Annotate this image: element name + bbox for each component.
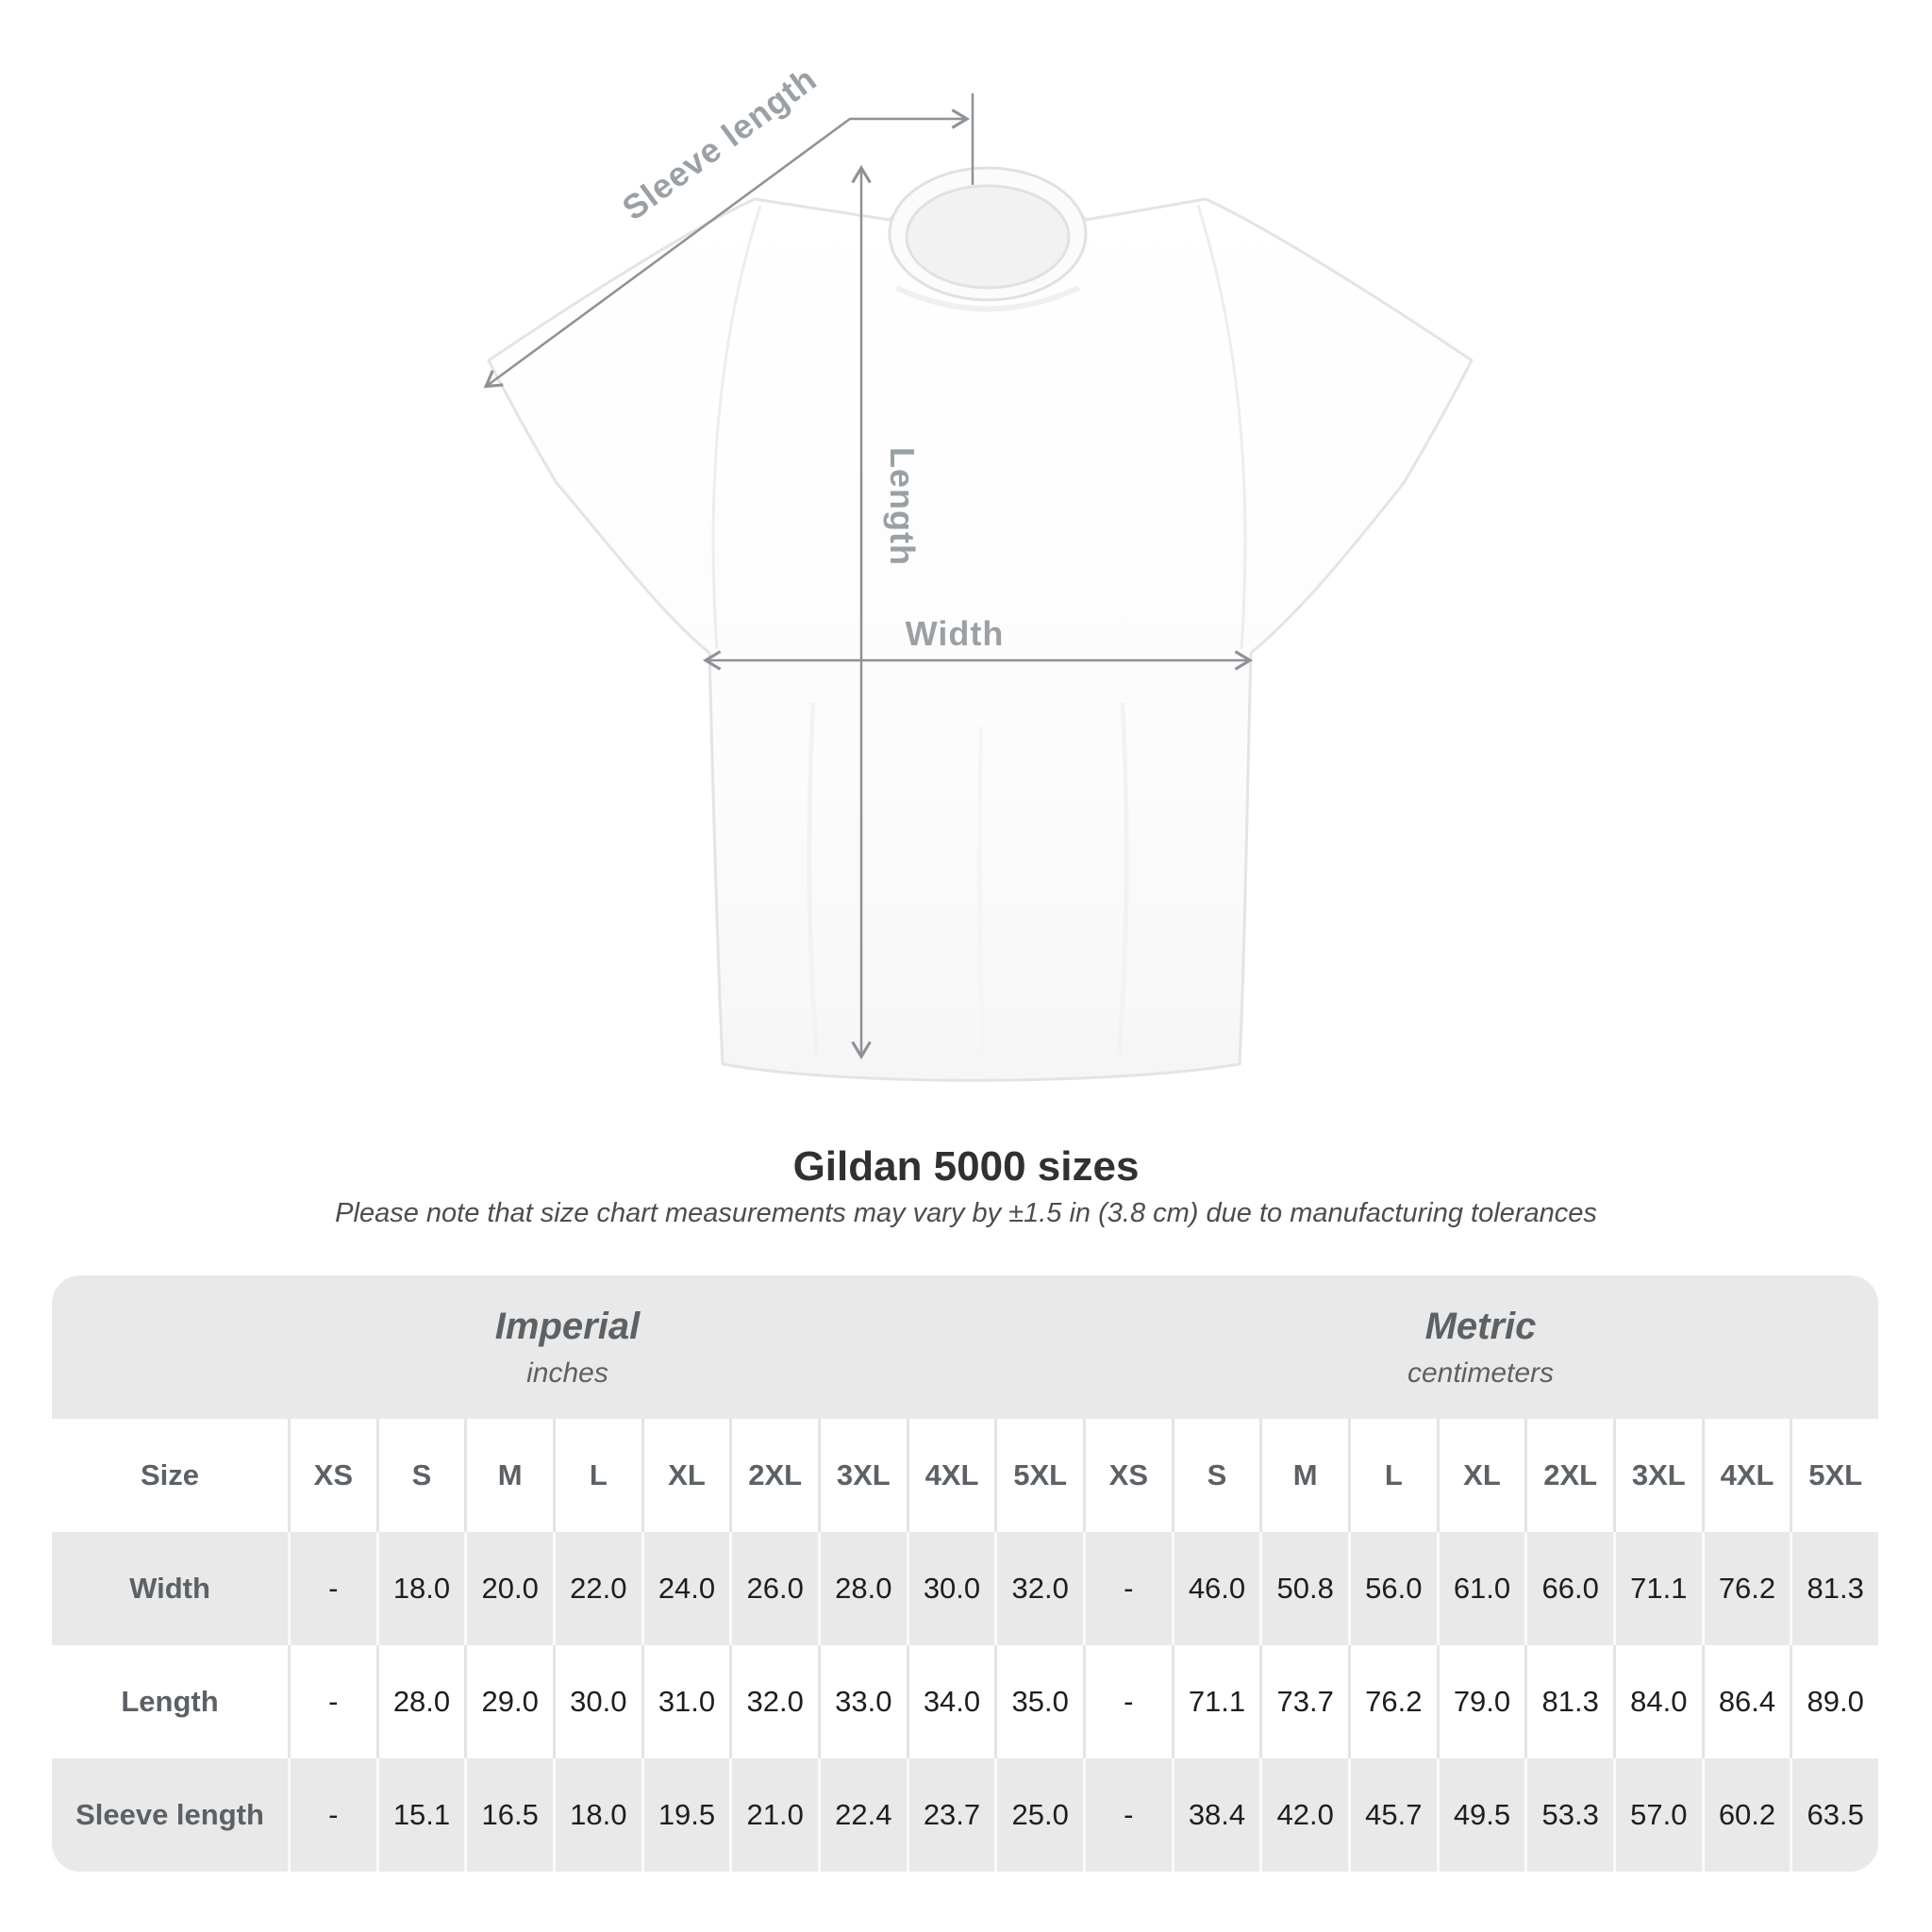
size-header-imperial: XS (288, 1419, 376, 1532)
data-cell-imperial: 30.0 (906, 1532, 995, 1645)
size-header-imperial: 3XL (817, 1419, 907, 1532)
imperial-group-header: Imperial inches (52, 1275, 1083, 1419)
data-cell-imperial: - (288, 1532, 376, 1645)
metric-unit: centimeters (1407, 1357, 1555, 1389)
metric-title: Metric (1424, 1305, 1537, 1347)
data-cell-metric: - (1082, 1758, 1172, 1872)
tshirt-diagram: Sleeve length Length Width (483, 59, 1474, 1082)
data-cell-imperial: 18.0 (375, 1532, 465, 1645)
data-cell-metric: 73.7 (1259, 1645, 1348, 1758)
size-header-imperial: 5XL (994, 1419, 1083, 1532)
size-header-imperial: 4XL (906, 1419, 995, 1532)
data-cell-metric: 66.0 (1524, 1532, 1613, 1645)
data-cell-imperial: 20.0 (464, 1532, 553, 1645)
data-cell-imperial: 35.0 (994, 1645, 1083, 1758)
data-cell-imperial: 30.0 (552, 1645, 641, 1758)
data-cell-metric: 71.1 (1171, 1645, 1260, 1758)
size-header-metric: L (1347, 1419, 1437, 1532)
data-cell-metric: 50.8 (1259, 1532, 1348, 1645)
data-cell-imperial: 28.0 (375, 1645, 465, 1758)
data-cell-metric: 61.0 (1436, 1532, 1525, 1645)
data-cell-imperial: 22.0 (552, 1532, 641, 1645)
size-header-imperial: XL (641, 1419, 730, 1532)
size-table: Imperial inches Metric centimeters Size X… (52, 1275, 1878, 1872)
size-header-imperial: M (464, 1419, 553, 1532)
data-cell-metric: 81.3 (1524, 1645, 1613, 1758)
size-header-imperial: 2XL (729, 1419, 818, 1532)
size-column-header: Size (52, 1419, 288, 1532)
data-cell-imperial: 19.5 (641, 1758, 730, 1872)
measurement-annotations (483, 93, 1254, 1060)
page-title: Gildan 5000 sizes (792, 1143, 1140, 1190)
size-header-metric: 2XL (1524, 1419, 1613, 1532)
data-cell-imperial: 31.0 (641, 1645, 730, 1758)
data-cell-metric: 81.3 (1790, 1532, 1878, 1645)
size-header-imperial: L (552, 1419, 641, 1532)
data-cell-metric: 49.5 (1436, 1758, 1525, 1872)
data-cell-imperial: 33.0 (817, 1645, 907, 1758)
data-cell-imperial: 26.0 (729, 1532, 818, 1645)
data-cell-metric: 53.3 (1524, 1758, 1613, 1872)
data-cell-imperial: 16.5 (464, 1758, 553, 1872)
data-cell-metric: 42.0 (1259, 1758, 1348, 1872)
data-cell-imperial: 21.0 (729, 1758, 818, 1872)
data-cell-metric: 84.0 (1612, 1645, 1702, 1758)
data-cell-metric: 79.0 (1436, 1645, 1525, 1758)
data-cell-metric: 76.2 (1701, 1532, 1790, 1645)
data-cell-metric: 46.0 (1171, 1532, 1260, 1645)
size-header-imperial: S (375, 1419, 465, 1532)
size-header-metric: 3XL (1612, 1419, 1702, 1532)
imperial-title: Imperial (494, 1305, 641, 1347)
size-header-metric: XS (1082, 1419, 1172, 1532)
data-cell-imperial: - (288, 1645, 376, 1758)
data-cell-imperial: 18.0 (552, 1758, 641, 1872)
size-header-metric: XL (1436, 1419, 1525, 1532)
data-cell-imperial: 15.1 (375, 1758, 465, 1872)
sleeve-length-label: Sleeve length (615, 59, 824, 228)
data-cell-metric: - (1082, 1645, 1172, 1758)
size-header-metric: 4XL (1701, 1419, 1790, 1532)
data-cell-imperial: 32.0 (994, 1532, 1083, 1645)
data-cell-imperial: 23.7 (906, 1758, 995, 1872)
data-cell-metric: 71.1 (1612, 1532, 1702, 1645)
imperial-unit: inches (526, 1357, 608, 1389)
row-label: Sleeve length (52, 1758, 288, 1872)
metric-group-header: Metric centimeters (1082, 1275, 1878, 1419)
data-cell-imperial: 32.0 (729, 1645, 818, 1758)
data-cell-imperial: 34.0 (906, 1645, 995, 1758)
data-cell-imperial: 28.0 (817, 1532, 907, 1645)
page-subtitle: Please note that size chart measurements… (335, 1198, 1597, 1228)
data-cell-metric: 86.4 (1701, 1645, 1790, 1758)
length-label: Length (883, 447, 922, 566)
size-header-metric: S (1171, 1419, 1260, 1532)
row-label: Width (52, 1532, 288, 1645)
width-label: Width (906, 614, 1005, 653)
data-cell-imperial: 25.0 (994, 1758, 1083, 1872)
data-cell-metric: 57.0 (1612, 1758, 1702, 1872)
data-cell-metric: - (1082, 1532, 1172, 1645)
data-cell-imperial: 24.0 (641, 1532, 730, 1645)
data-cell-imperial: - (288, 1758, 376, 1872)
data-cell-metric: 89.0 (1790, 1645, 1878, 1758)
size-header-metric: 5XL (1790, 1419, 1878, 1532)
data-cell-metric: 76.2 (1347, 1645, 1437, 1758)
size-header-metric: M (1259, 1419, 1348, 1532)
data-cell-metric: 60.2 (1701, 1758, 1790, 1872)
data-cell-imperial: 29.0 (464, 1645, 553, 1758)
data-cell-metric: 63.5 (1790, 1758, 1878, 1872)
data-cell-metric: 45.7 (1347, 1758, 1437, 1872)
sleeve-length-arrow (483, 108, 971, 389)
data-cell-metric: 38.4 (1171, 1758, 1260, 1872)
data-cell-imperial: 22.4 (817, 1758, 907, 1872)
row-label: Length (52, 1645, 288, 1758)
data-cell-metric: 56.0 (1347, 1532, 1437, 1645)
